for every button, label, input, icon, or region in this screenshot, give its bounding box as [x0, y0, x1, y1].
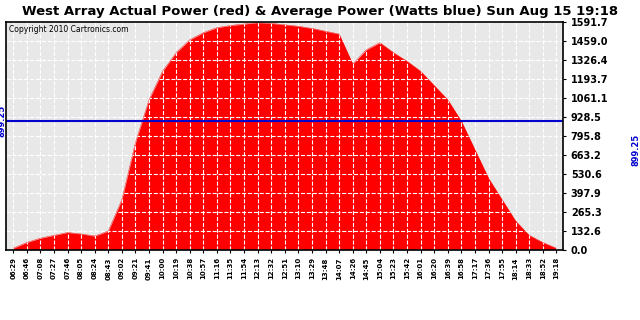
Text: 899.25: 899.25 [0, 105, 6, 137]
Text: 899.25: 899.25 [631, 134, 640, 166]
Text: Copyright 2010 Cartronics.com: Copyright 2010 Cartronics.com [9, 25, 129, 34]
Text: West Array Actual Power (red) & Average Power (Watts blue) Sun Aug 15 19:18: West Array Actual Power (red) & Average … [22, 5, 618, 18]
